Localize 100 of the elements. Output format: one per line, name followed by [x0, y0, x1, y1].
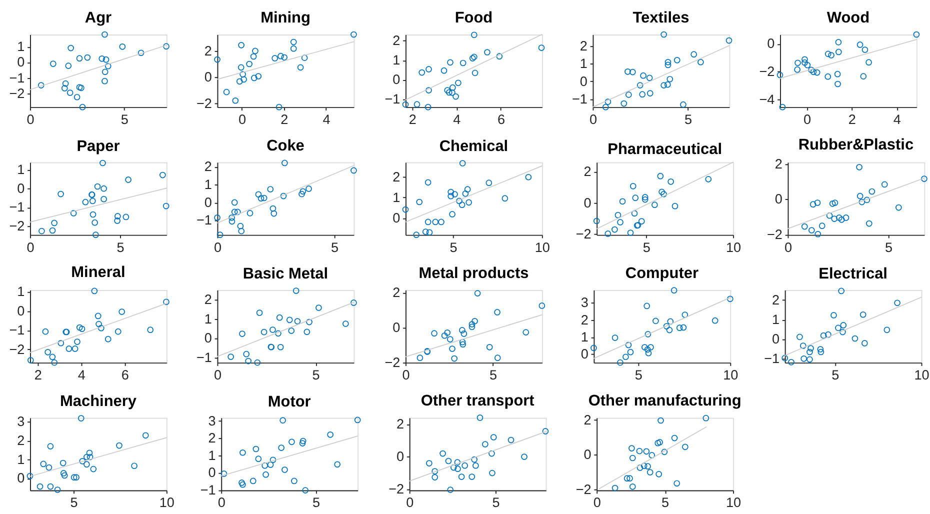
point	[452, 93, 459, 100]
x-tick-label: 5	[832, 368, 840, 382]
point	[542, 428, 549, 434]
chart-title: Metal products	[418, 265, 529, 282]
point	[58, 190, 64, 198]
point	[84, 461, 90, 468]
x-tick-label: 10	[726, 240, 742, 255]
point	[431, 330, 438, 337]
point	[66, 90, 74, 96]
point	[484, 49, 490, 56]
point	[51, 359, 58, 366]
x-tick-label: 0	[218, 495, 226, 510]
point	[119, 43, 126, 50]
point	[666, 326, 673, 334]
point	[451, 355, 458, 362]
point	[272, 55, 278, 62]
point	[644, 331, 652, 338]
point	[66, 346, 72, 352]
y-tick-label: 2	[204, 43, 212, 58]
y-tick-label: 1	[17, 452, 25, 467]
y-tick-label: 0	[584, 447, 592, 462]
point	[660, 82, 667, 88]
x-tick-label: 0	[406, 495, 414, 510]
point	[73, 474, 80, 480]
point	[448, 188, 454, 196]
y-tick-label: 0	[392, 320, 400, 335]
x-tick-label: 0	[26, 240, 34, 255]
x-tick-label: 5	[489, 368, 497, 382]
point	[852, 335, 858, 342]
point	[94, 183, 101, 190]
point	[625, 92, 632, 98]
point	[726, 37, 732, 44]
point	[239, 330, 246, 337]
point	[214, 214, 220, 221]
point	[462, 190, 469, 197]
point	[276, 314, 283, 321]
point	[835, 39, 842, 46]
point	[474, 290, 481, 296]
point	[238, 228, 245, 234]
point	[354, 416, 361, 424]
point	[438, 218, 444, 226]
x-tick-label: 4	[453, 112, 462, 128]
point	[652, 318, 659, 324]
point	[252, 48, 258, 54]
point	[454, 466, 461, 472]
point	[38, 82, 44, 88]
point	[441, 332, 448, 339]
point	[806, 348, 813, 356]
point	[806, 356, 813, 363]
y-tick-label: −1	[764, 351, 780, 366]
point	[868, 188, 876, 195]
point	[448, 192, 454, 200]
point	[260, 194, 268, 202]
point	[402, 101, 409, 108]
point	[645, 350, 652, 356]
x-tick-label: 0	[784, 240, 792, 255]
point	[840, 322, 847, 328]
point	[84, 454, 90, 460]
point	[496, 53, 503, 60]
y-tick-label: −2	[759, 64, 775, 80]
point	[828, 52, 834, 58]
point	[36, 483, 44, 490]
point	[252, 446, 260, 452]
y-tick-label: 3	[17, 414, 25, 430]
point	[270, 205, 276, 212]
point	[625, 342, 632, 348]
point	[462, 462, 468, 469]
point	[470, 32, 478, 38]
point	[70, 210, 77, 216]
point	[237, 222, 244, 230]
point	[612, 226, 618, 233]
point	[486, 344, 493, 350]
point	[445, 458, 452, 464]
point	[76, 84, 83, 90]
point	[814, 200, 821, 206]
point	[644, 302, 650, 310]
chart-title: Pharmaceutical	[608, 141, 722, 158]
point	[86, 450, 93, 456]
x-tick-label: 5	[642, 240, 650, 255]
y-tick-label: 0	[204, 330, 212, 346]
point	[278, 444, 284, 451]
x-tick-label: 4	[893, 112, 902, 128]
point	[644, 463, 651, 470]
x-tick-label: 10	[914, 368, 930, 382]
point	[286, 316, 293, 324]
point	[489, 470, 496, 476]
point	[114, 218, 120, 224]
y-tick-label: −2	[196, 96, 212, 112]
x-tick-label: 10	[159, 495, 174, 510]
point	[288, 438, 295, 446]
point	[240, 481, 246, 488]
point	[240, 71, 246, 78]
point	[281, 160, 288, 166]
point	[476, 414, 484, 421]
point	[913, 31, 920, 38]
point	[818, 348, 824, 356]
y-tick-label: 2	[584, 164, 592, 180]
point	[449, 346, 456, 352]
point	[255, 456, 262, 462]
point	[250, 478, 256, 484]
